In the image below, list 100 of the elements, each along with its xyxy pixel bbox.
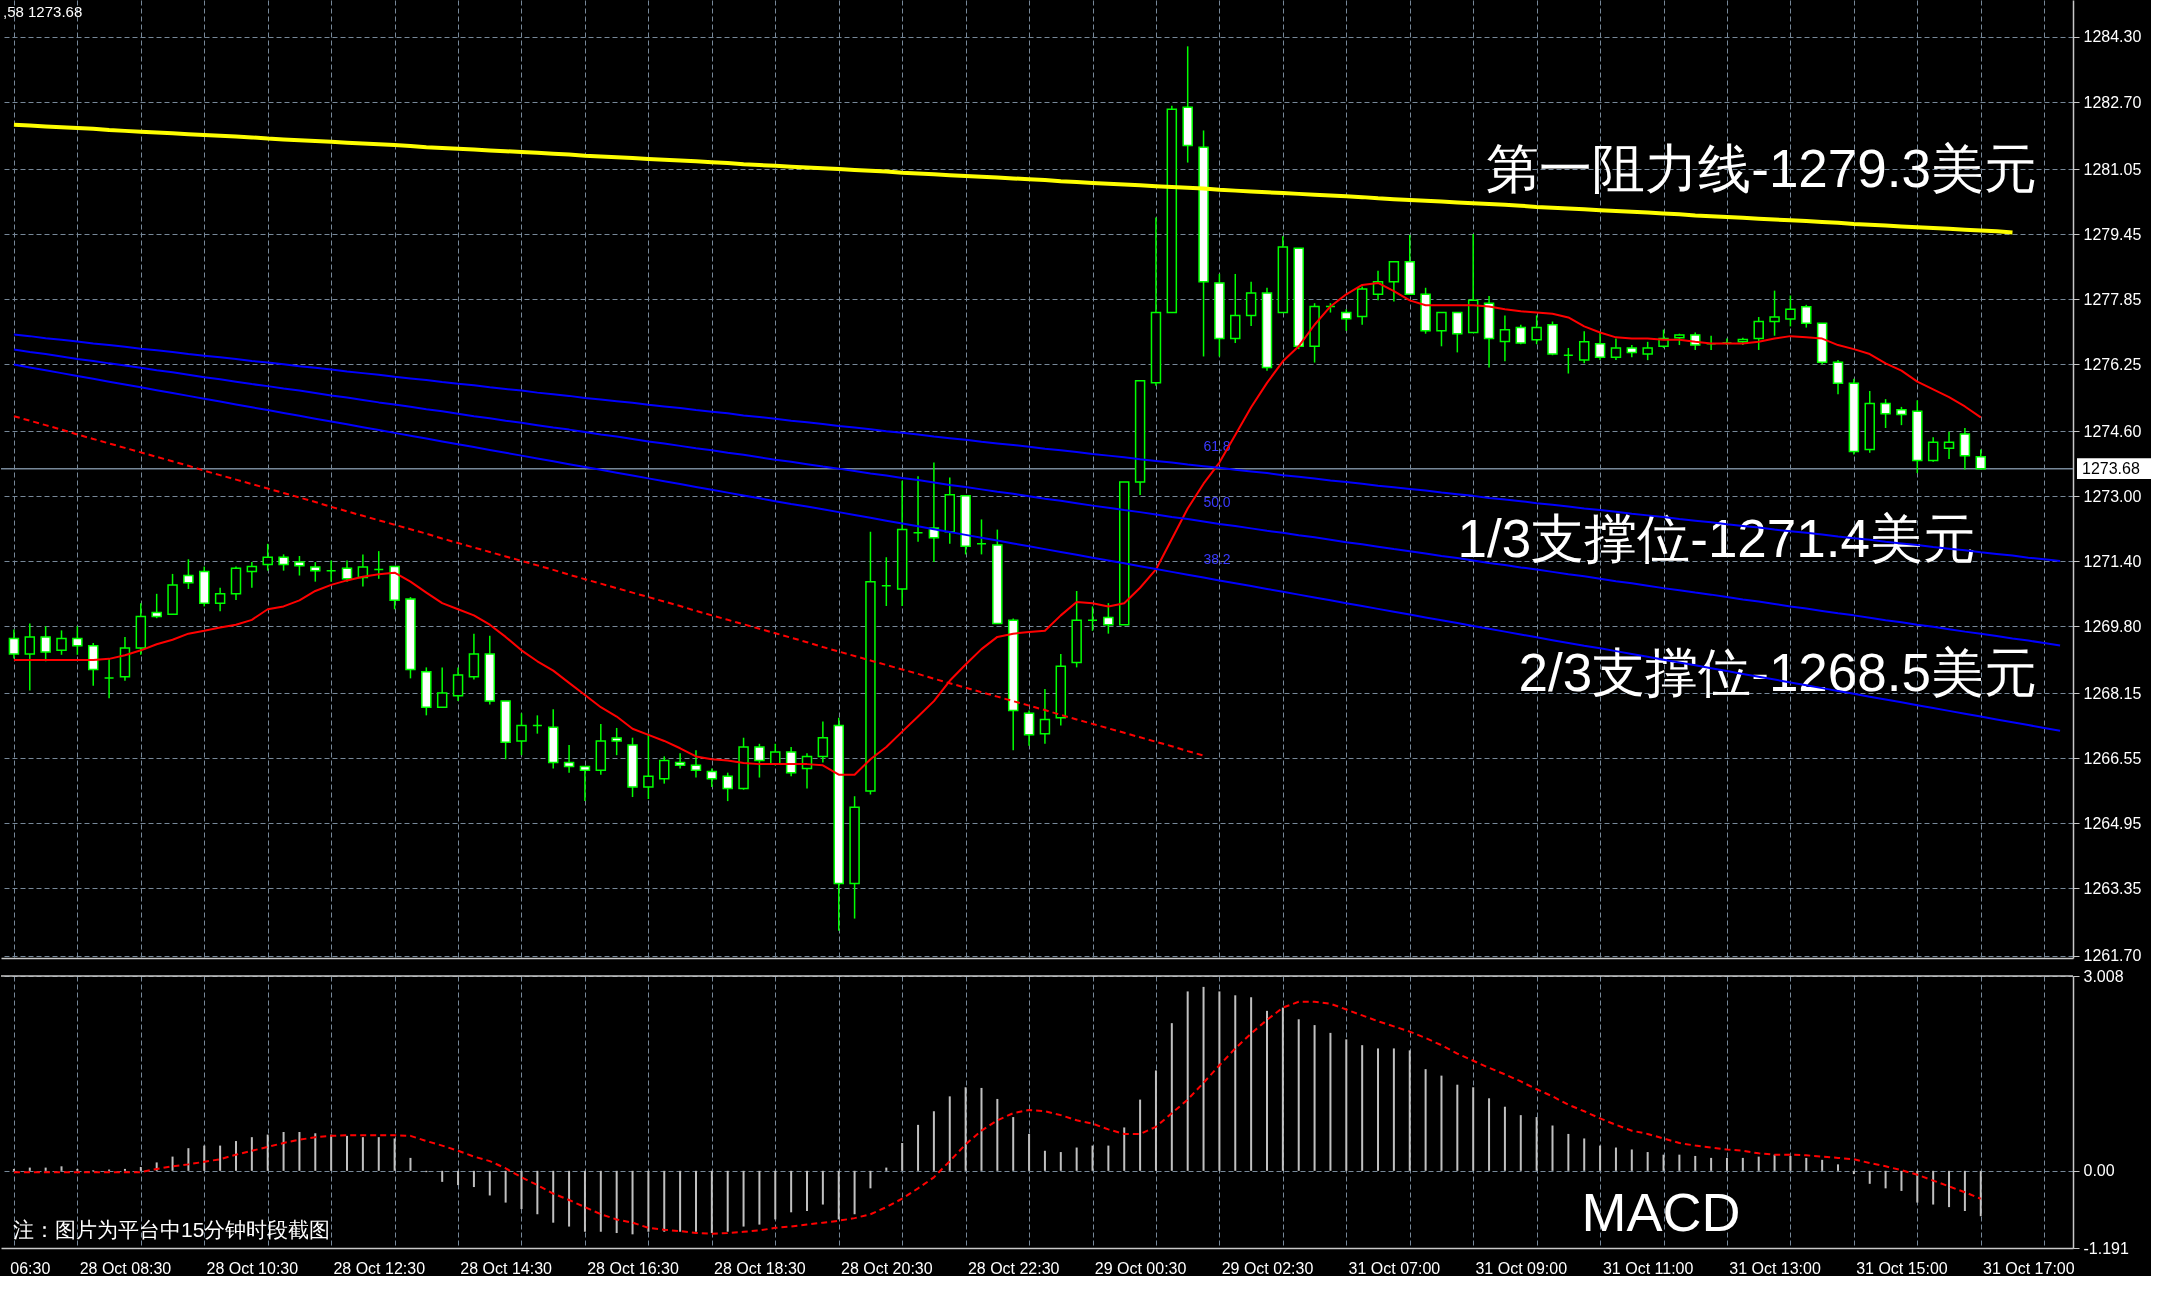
bar	[1107, 1145, 1110, 1171]
y-tick-label: 1264.95	[2083, 814, 2142, 832]
candlestick	[1452, 311, 1463, 354]
y-tick-label: 1261.70	[2083, 947, 2142, 965]
candlestick	[452, 666, 464, 702]
x-tick-label: 28 Oct 22:30	[967, 1259, 1060, 1277]
candlestick	[1578, 330, 1590, 365]
bar	[504, 1170, 507, 1203]
bar	[1630, 1149, 1633, 1171]
bar	[821, 1170, 824, 1205]
x-tick-label: 29 Oct 00:30	[1094, 1259, 1187, 1277]
bar	[1218, 991, 1221, 1171]
candlestick	[72, 625, 83, 656]
bar	[1234, 995, 1237, 1171]
bar	[377, 1137, 380, 1171]
bar	[1091, 1145, 1094, 1171]
bar	[1773, 1154, 1776, 1171]
bar	[853, 1170, 856, 1215]
y-tick-label: 1279.45	[2083, 225, 2142, 243]
y-tick-label: 1276.25	[2083, 355, 2142, 373]
candlestick	[1785, 294, 1796, 328]
annotation: MACD	[1581, 1182, 1741, 1242]
y-tick-label: 1266.55	[2083, 749, 2142, 767]
y-tick-label: 0.00	[2083, 1162, 2115, 1180]
annotation: ,58 1273.68	[3, 3, 83, 20]
candlestick	[1103, 602, 1114, 635]
candlestick	[8, 628, 20, 660]
x-tick-label: 31 Oct 07:00	[1348, 1259, 1441, 1277]
candlestick	[24, 622, 36, 692]
candlestick	[1436, 311, 1447, 348]
annotation: 注：图片为平台中15分钟时段截图	[13, 1218, 331, 1241]
candlestick	[817, 720, 829, 764]
bar	[1075, 1147, 1078, 1171]
x-tick-label: 31 Oct 09:00	[1475, 1259, 1568, 1277]
bar	[187, 1148, 190, 1171]
bar	[536, 1170, 539, 1215]
bar	[234, 1141, 237, 1171]
annotation: 38.2	[1203, 551, 1231, 567]
y-tick-label: 1269.80	[2083, 617, 2142, 635]
bar	[996, 1098, 999, 1171]
bar	[583, 1170, 586, 1232]
bar	[568, 1170, 571, 1227]
candlestick	[516, 712, 527, 756]
y-tick-label: 3.008	[2083, 967, 2124, 985]
candlestick	[1610, 337, 1622, 361]
bar	[314, 1133, 317, 1171]
ref-line-label: 1273.68	[2082, 459, 2140, 477]
bar	[742, 1170, 745, 1227]
candlestick	[341, 559, 353, 583]
bar	[1059, 1152, 1062, 1171]
y-tick-label: 1274.60	[2083, 422, 2142, 440]
bar	[1583, 1138, 1586, 1171]
candlestick	[1642, 341, 1653, 361]
bar	[615, 1170, 618, 1234]
bar	[1345, 1039, 1348, 1171]
x-tick-label: 28 Oct 08:30	[79, 1259, 172, 1277]
bar	[346, 1135, 349, 1171]
bar	[1710, 1157, 1713, 1171]
x-tick-label: 31 Oct 17:00	[1983, 1259, 2075, 1277]
y-tick-label: 1268.15	[2083, 684, 2142, 702]
candlestick	[294, 555, 305, 577]
bar	[1900, 1170, 1903, 1191]
candlestick	[706, 767, 718, 788]
bar	[1678, 1154, 1681, 1171]
bar	[250, 1137, 253, 1171]
bar	[1154, 1070, 1157, 1171]
bar	[837, 1170, 840, 1220]
bar	[932, 1111, 935, 1171]
candlestick	[1880, 398, 1891, 429]
x-tick-label: 28 Oct 10:30	[206, 1259, 299, 1277]
candlestick	[1769, 289, 1780, 337]
candlestick	[674, 752, 686, 770]
x-tick-label: 28 Oct 16:30	[587, 1259, 679, 1277]
candlestick	[1594, 331, 1606, 361]
bar	[980, 1087, 983, 1171]
candlestick	[262, 543, 273, 572]
bar	[1662, 1154, 1665, 1171]
bar	[869, 1170, 872, 1189]
bar	[647, 1170, 650, 1232]
bar	[1979, 1170, 1982, 1217]
candlestick	[611, 727, 622, 756]
y-tick-label: -1.191	[2083, 1239, 2129, 1257]
bar	[1837, 1164, 1840, 1171]
bar	[1852, 1170, 1855, 1175]
candlestick	[579, 765, 591, 802]
candlestick	[468, 632, 480, 681]
bar	[774, 1170, 777, 1220]
bar	[219, 1145, 222, 1171]
bar	[1361, 1045, 1364, 1171]
bar	[488, 1170, 491, 1196]
candlestick	[1341, 308, 1352, 332]
bar	[1916, 1170, 1919, 1203]
candlestick	[1801, 304, 1812, 329]
candlestick	[246, 561, 258, 589]
candlestick	[151, 593, 162, 619]
bar	[758, 1170, 761, 1225]
bar	[1599, 1145, 1602, 1171]
bar	[28, 1167, 31, 1171]
bar	[441, 1170, 444, 1182]
bar	[298, 1131, 301, 1171]
